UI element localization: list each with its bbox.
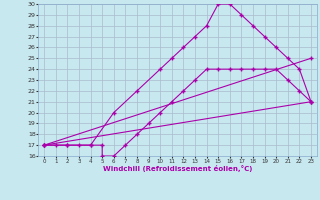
- X-axis label: Windchill (Refroidissement éolien,°C): Windchill (Refroidissement éolien,°C): [103, 165, 252, 172]
